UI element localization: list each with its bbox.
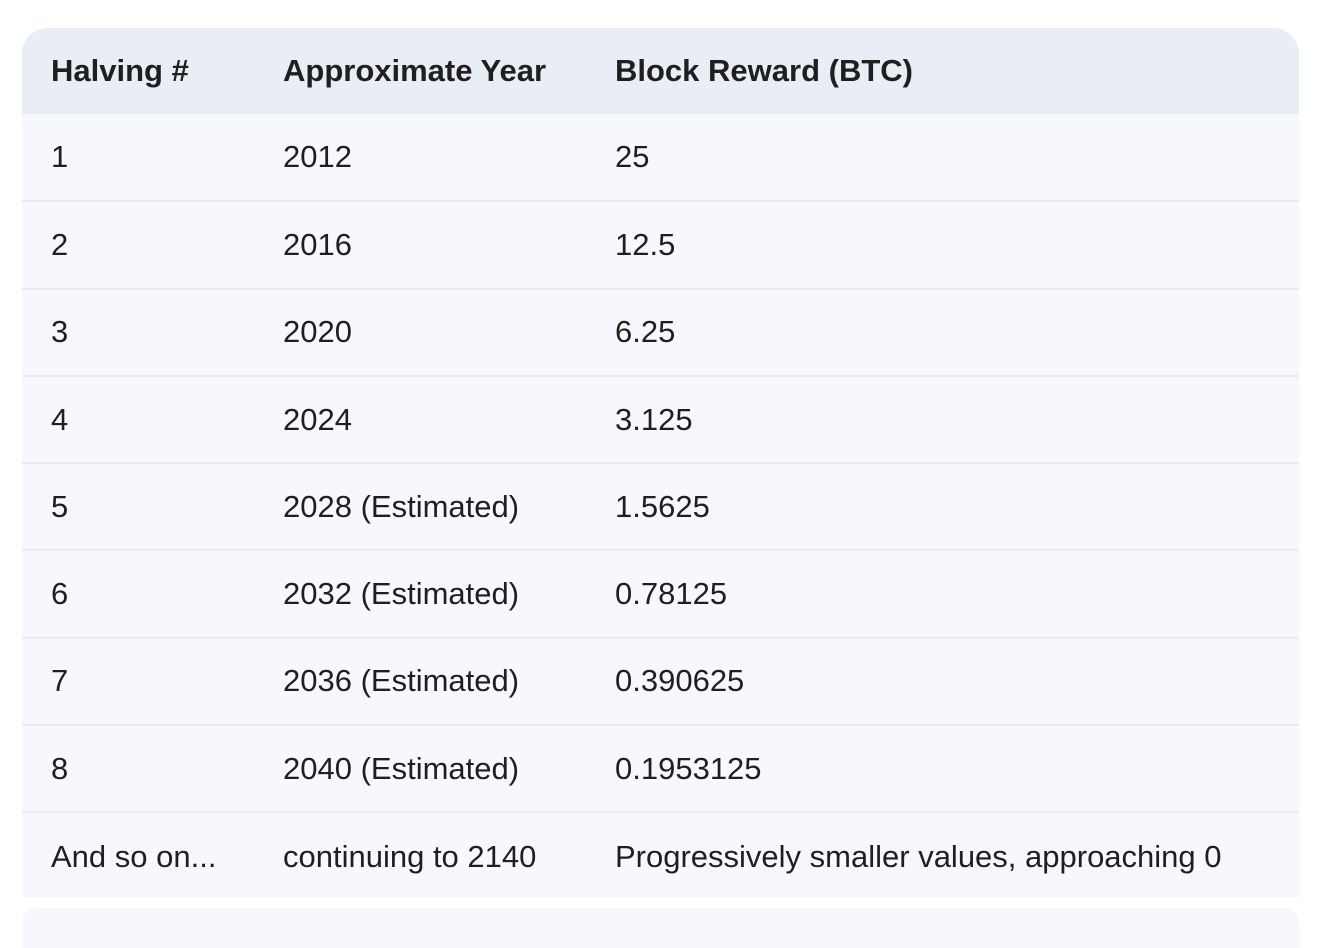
cell-reward: 25	[615, 139, 650, 175]
cell-reward: 0.1953125	[587, 724, 1299, 813]
cell-halving: 8	[22, 724, 255, 813]
column-header-reward: Block Reward (BTC)	[615, 53, 913, 88]
cell-halving: 1	[51, 139, 69, 175]
cell-year: 2020	[255, 287, 587, 376]
cell-halving: 4	[22, 374, 255, 464]
cell-reward: 3.125	[587, 374, 1299, 464]
table-row: 6 2032 (Estimated) 0.78125	[22, 549, 1299, 638]
cell-reward: 0.390625	[587, 636, 1299, 726]
table-row: 1 2012 25	[22, 114, 1299, 202]
table-row: 2 2016 12.5	[22, 200, 1299, 289]
next-block-edge	[22, 908, 1299, 948]
table-row: 4 2024 3.125	[22, 374, 1299, 464]
cell-reward: 1.5625	[587, 462, 1299, 551]
cell-year: 2040 (Estimated)	[255, 724, 587, 813]
cell-year: continuing to 2140	[255, 811, 587, 897]
table-row: 8 2040 (Estimated) 0.1953125	[22, 724, 1299, 813]
column-header-year: Approximate Year	[283, 53, 547, 88]
halving-table: Halving # Approximate Year Block Reward …	[22, 28, 1299, 897]
cell-year: 2028 (Estimated)	[255, 462, 587, 551]
cell-year: 2012	[283, 139, 352, 175]
cell-reward: 0.78125	[587, 549, 1299, 638]
cell-halving: And so on...	[22, 811, 255, 897]
cell-reward: 12.5	[587, 200, 1299, 289]
table-header: Halving # Approximate Year Block Reward …	[22, 28, 1299, 114]
table-body: 1 2012 25 2 2016 12.5 3 2020 6.25 4 2024…	[22, 114, 1299, 897]
cell-halving: 3	[22, 287, 255, 376]
cell-halving: 6	[22, 549, 255, 638]
cell-reward: 6.25	[587, 287, 1299, 376]
table-row: And so on... continuing to 2140 Progress…	[22, 811, 1299, 897]
table-row: 7 2036 (Estimated) 0.390625	[22, 636, 1299, 726]
table-row: 3 2020 6.25	[22, 287, 1299, 376]
cell-halving: 2	[22, 200, 255, 289]
column-header-halving: Halving #	[51, 53, 189, 88]
cell-halving: 7	[22, 636, 255, 726]
cell-reward: Progressively smaller values, approachin…	[587, 811, 1299, 897]
cell-year: 2016	[255, 200, 587, 289]
cell-halving: 5	[22, 462, 255, 551]
cell-year: 2036 (Estimated)	[255, 636, 587, 726]
header-row: Halving # Approximate Year Block Reward …	[22, 28, 1299, 114]
table-row: 5 2028 (Estimated) 1.5625	[22, 462, 1299, 551]
cell-year: 2032 (Estimated)	[255, 549, 587, 638]
halving-table-card: Halving # Approximate Year Block Reward …	[22, 28, 1299, 897]
cell-year: 2024	[255, 374, 587, 464]
